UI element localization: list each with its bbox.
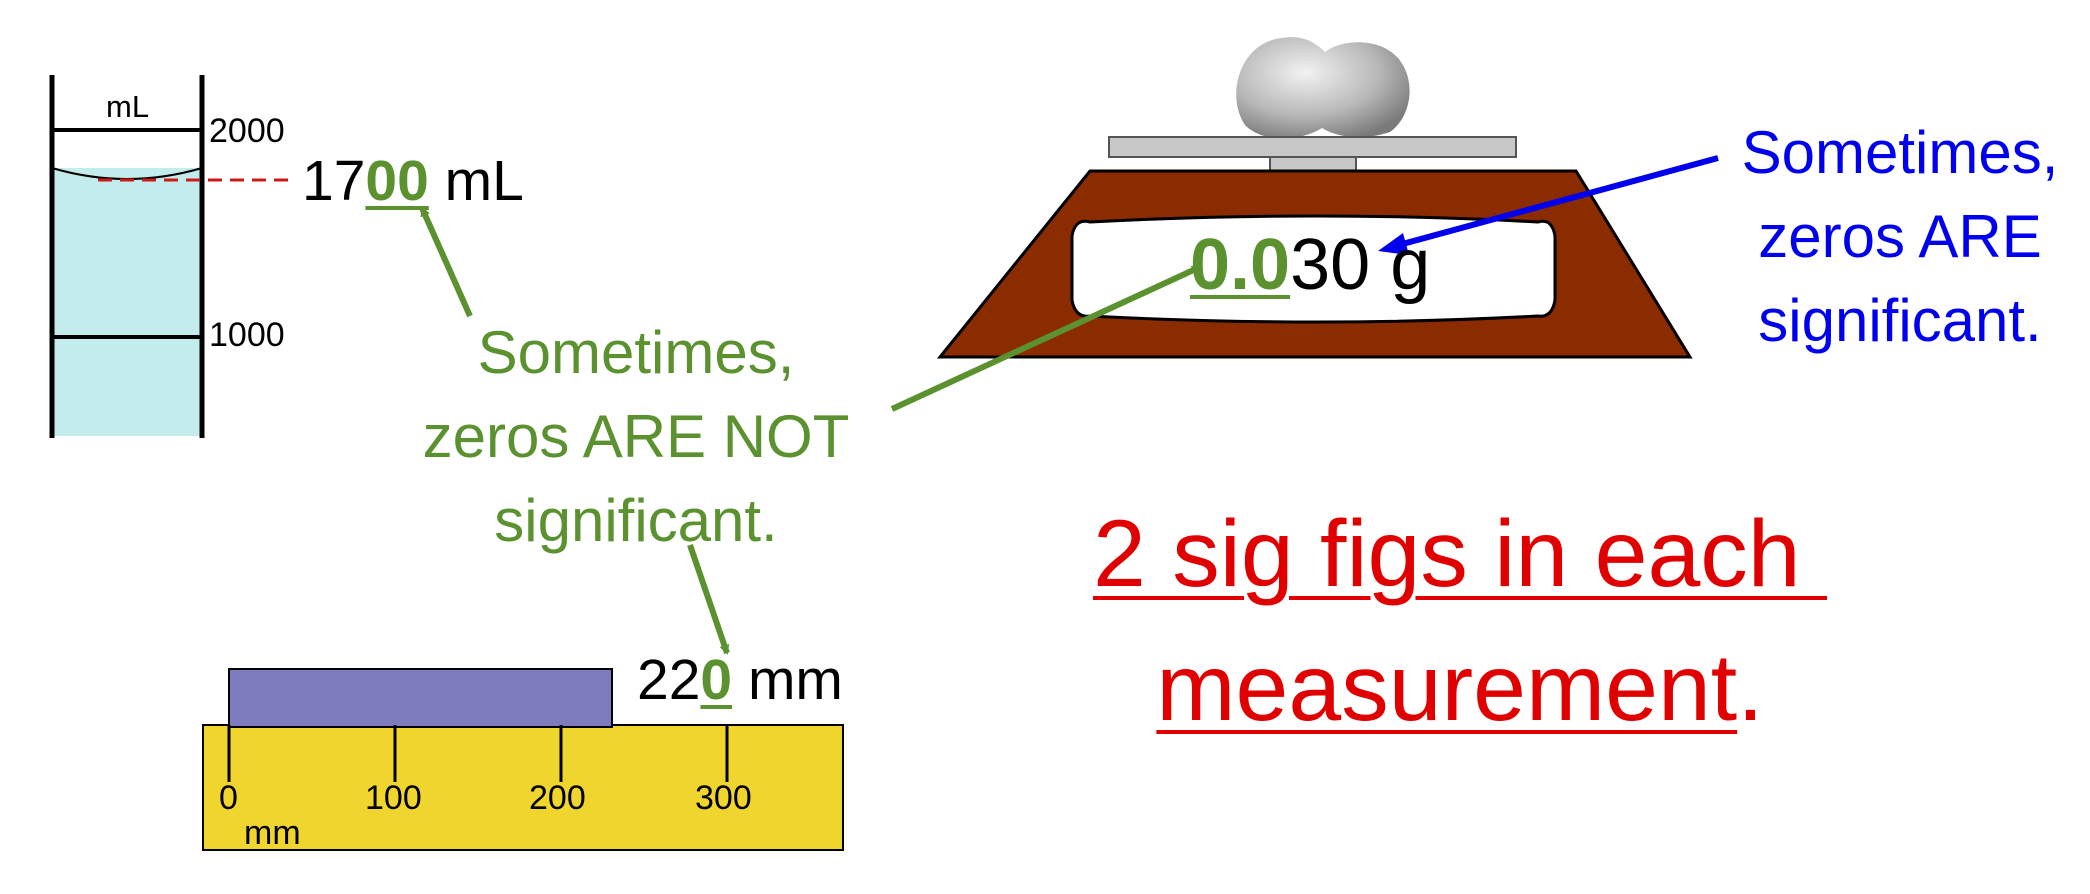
ruler-tick-label-0: 0 (219, 779, 238, 817)
rock (1236, 37, 1410, 139)
cylinder-liquid (52, 168, 202, 436)
ruler-tick-label-200: 200 (529, 779, 586, 817)
ruler-unit-label: mm (244, 814, 301, 852)
note-not-significant-line-3: significant. (494, 487, 778, 554)
scale-reading-unit: g (1370, 225, 1431, 305)
scale-reading: 0.030 g (1190, 224, 1430, 306)
cylinder-reading-digits: 17 (302, 149, 366, 213)
ruler-reading-digits: 22 (637, 648, 701, 712)
ruler-reading-zero: 0 (700, 648, 733, 712)
cylinder-mark-2000-label: 2000 (209, 112, 285, 150)
note-significant-line-1: Sometimes, (1741, 119, 2059, 186)
note-significant: Sometimes, zeros ARE significant. (1715, 111, 2085, 363)
scale-reading-digits: 30 (1290, 225, 1371, 305)
cylinder-reading-zeros: 00 (365, 149, 429, 213)
note-not-significant-line-2: zeros ARE NOT (422, 403, 850, 470)
note-not-significant: Sometimes, zeros ARE NOT significant. (380, 311, 892, 563)
note-significant-line-2: zeros ARE (1758, 203, 2042, 270)
arrow-to-scale-zeros (890, 264, 1202, 412)
cylinder-unit-label: mL (106, 89, 150, 124)
headline-line-2: measurement (1156, 635, 1738, 741)
cylinder-reading: 1700 mL (302, 148, 524, 214)
balance-display (1070, 214, 1557, 324)
cylinder-reading-unit: mL (428, 149, 524, 213)
headline-line-1: 2 sig figs in each (1092, 501, 1828, 607)
scale-reading-zeros: 0.0 (1190, 225, 1291, 305)
balance-stem (1269, 156, 1357, 172)
graduated-cylinder (49, 75, 290, 438)
headline-period: . (1737, 635, 1764, 741)
note-significant-line-3: significant. (1758, 287, 2042, 354)
headline: 2 sig figs in each measurement. (1040, 487, 1880, 755)
arrow-to-ruler-zero (687, 544, 730, 655)
ruler-reading-unit: mm (732, 648, 843, 712)
ruler (202, 668, 844, 851)
arrow-to-cylinder-zeros (419, 206, 473, 318)
balance (936, 37, 1693, 359)
note-not-significant-line-1: Sometimes, (477, 319, 795, 386)
ruler-reading: 220 mm (637, 647, 843, 713)
arrow-blue (1378, 155, 1719, 255)
ruler-tick-label-300: 300 (695, 779, 752, 817)
cylinder-mark-1000-label: 1000 (209, 316, 285, 354)
ruler-body (202, 724, 844, 851)
balance-pan (1108, 136, 1517, 158)
ruler-tick-label-100: 100 (365, 779, 422, 817)
measured-block (228, 668, 613, 728)
